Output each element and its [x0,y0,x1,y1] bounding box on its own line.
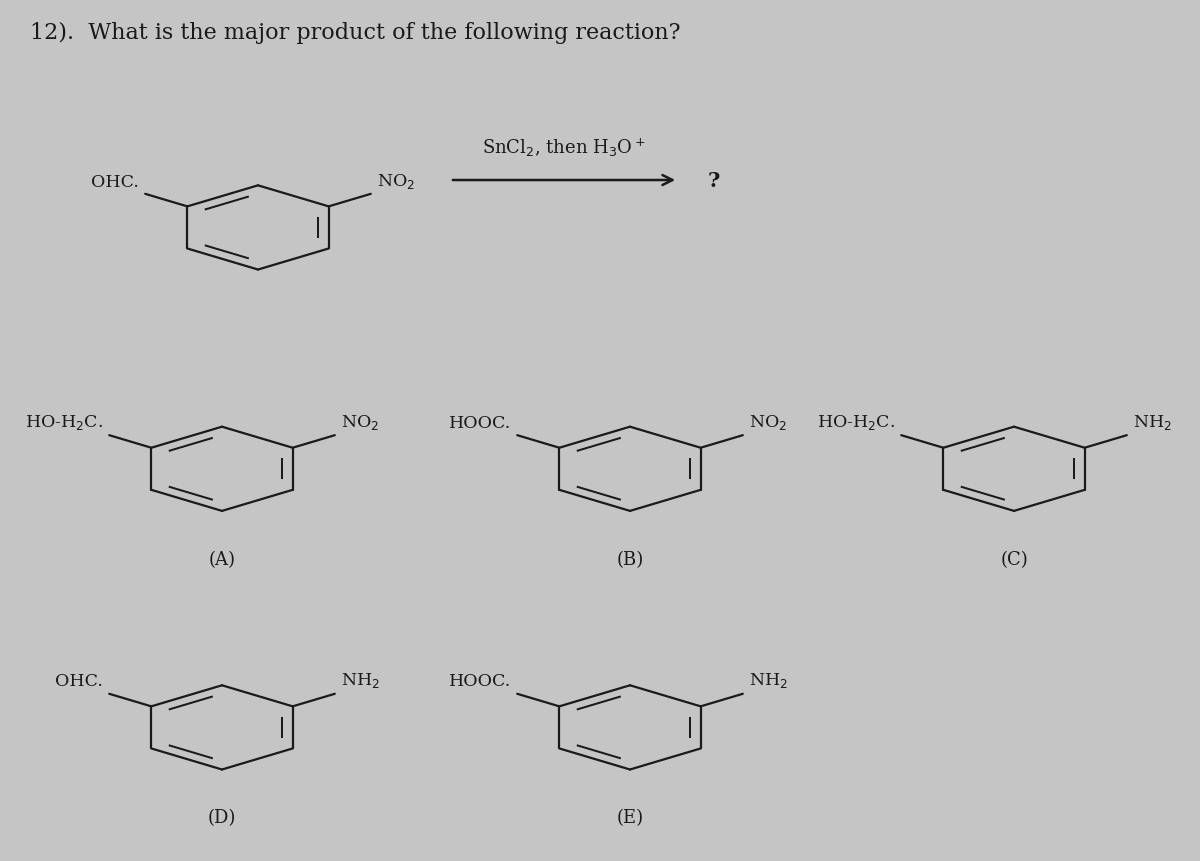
Text: HOOC.: HOOC. [449,672,511,690]
Text: HO-H$_2$C.: HO-H$_2$C. [817,412,895,431]
Text: (D): (D) [208,808,236,827]
Text: SnCl$_2$, then H$_3$O$^+$: SnCl$_2$, then H$_3$O$^+$ [482,137,646,159]
Text: ?: ? [708,170,720,191]
Text: (B): (B) [617,550,643,568]
Text: (C): (C) [1000,550,1028,568]
Text: HOOC.: HOOC. [449,414,511,431]
Text: 12).  What is the major product of the following reaction?: 12). What is the major product of the fo… [30,22,680,44]
Text: NH$_2$: NH$_2$ [1133,412,1172,431]
Text: NH$_2$: NH$_2$ [341,671,380,690]
Text: NO$_2$: NO$_2$ [749,412,787,431]
Text: (E): (E) [617,808,643,827]
Text: (A): (A) [209,550,235,568]
Text: HO-H$_2$C.: HO-H$_2$C. [25,412,103,431]
Text: NO$_2$: NO$_2$ [341,412,379,431]
Text: OHC.: OHC. [91,173,139,190]
Text: OHC.: OHC. [55,672,103,690]
Text: NH$_2$: NH$_2$ [749,671,788,690]
Text: NO$_2$: NO$_2$ [377,171,415,190]
